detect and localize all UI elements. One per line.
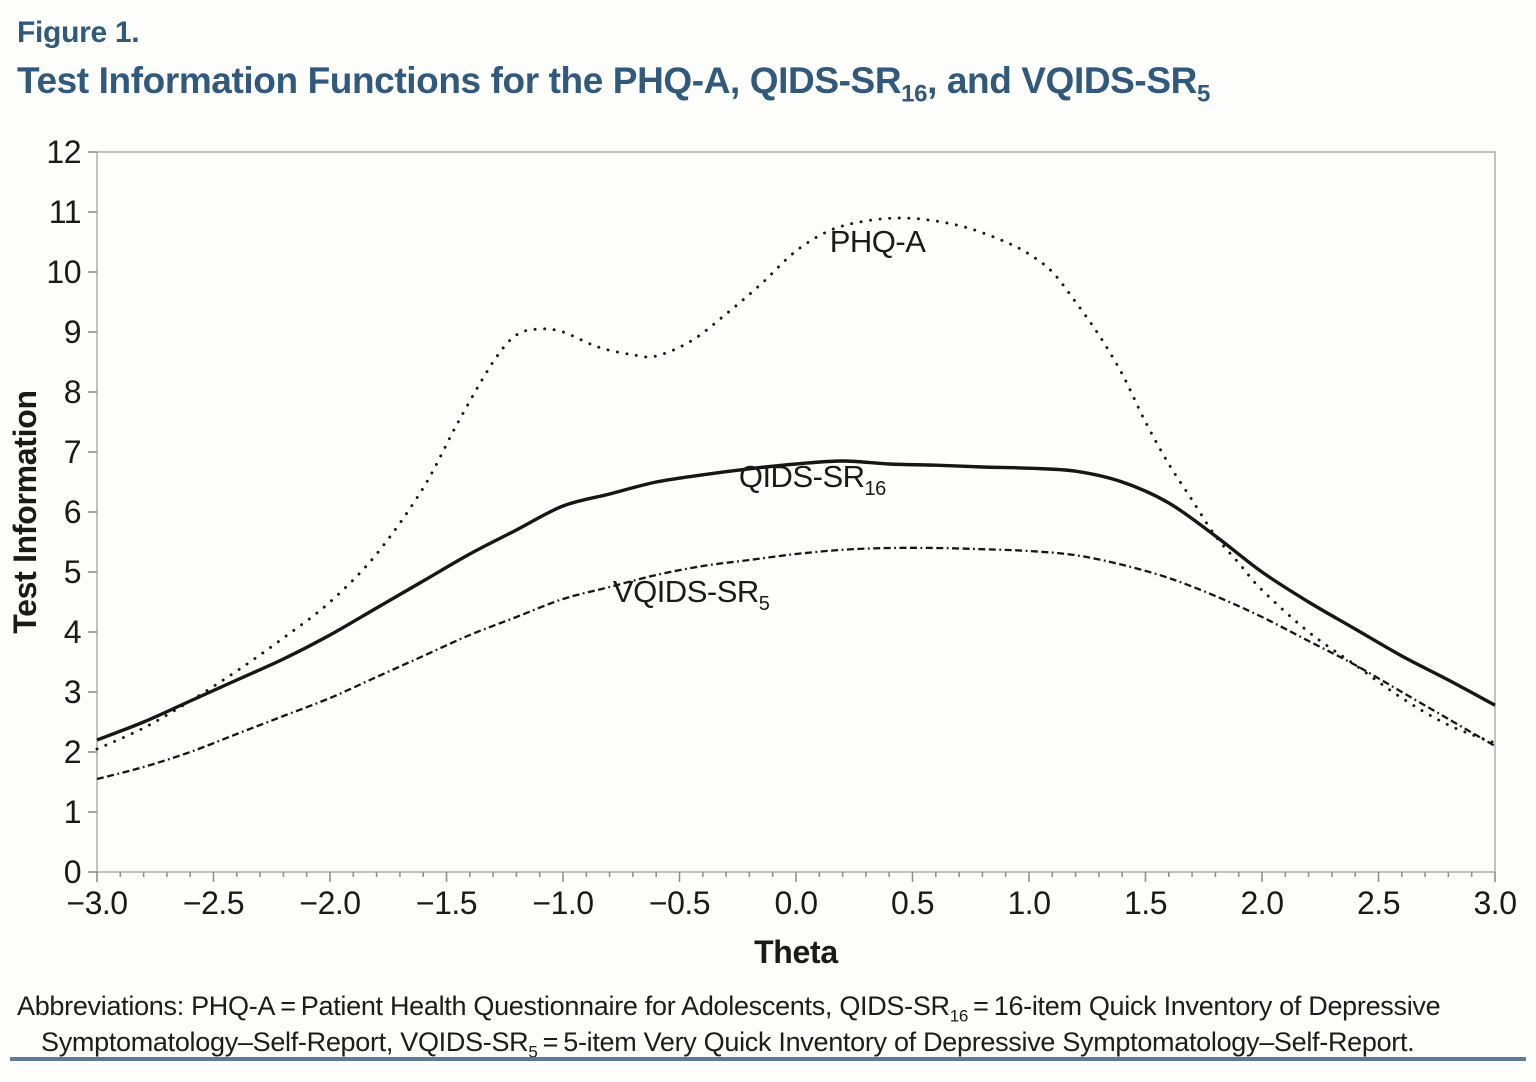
y-tick-label: 6 (64, 494, 81, 530)
abbreviations-line-1: Abbreviations: PHQ-A = Patient Health Qu… (17, 991, 1441, 1026)
subscript: 5 (528, 1042, 538, 1062)
curve-label-vqids-sr5: VQIDS-SR5 (613, 574, 770, 615)
figure-label: Figure 1. (17, 16, 140, 49)
figure-title: Test Information Functions for the PHQ-A… (17, 60, 1210, 108)
x-tick-label: 2.0 (1241, 885, 1284, 921)
y-tick-label: 9 (64, 314, 81, 350)
abbreviations-note: Abbreviations: PHQ-A = Patient Health Qu… (17, 988, 1522, 1060)
x-tick-label: −2.5 (183, 885, 244, 921)
y-tick-label: 0 (64, 854, 81, 890)
y-tick-label: 3 (64, 674, 81, 710)
x-tick-label: −2.0 (299, 885, 360, 921)
x-tick-label: −1.0 (532, 885, 593, 921)
bottom-divider (10, 1057, 1526, 1061)
series-curve-qids-sr16 (96, 459, 1496, 742)
curve-label-subscript: 16 (865, 478, 887, 500)
x-tick-label: −1.5 (416, 885, 477, 921)
x-tick-label: −3.0 (66, 885, 127, 921)
x-tick-label: 1.0 (1008, 885, 1051, 921)
subscript: 16 (901, 80, 928, 108)
y-tick-label: 10 (46, 254, 81, 290)
series-curve-vqids-sr5 (96, 546, 1496, 781)
subscript: 16 (949, 1006, 969, 1026)
plot-frame (96, 151, 1496, 873)
x-tick-label: 0.5 (891, 885, 934, 921)
y-tick-label: 7 (64, 434, 81, 470)
y-tick-label: 2 (64, 734, 81, 770)
x-tick-label: −0.5 (649, 885, 710, 921)
y-tick-label: 12 (46, 134, 81, 170)
x-tick-label: 2.5 (1357, 885, 1400, 921)
x-tick-label: 0.0 (775, 885, 818, 921)
x-tick-label: 3.0 (1474, 885, 1517, 921)
y-axis-title: Test Information (7, 390, 43, 634)
subscript: 5 (1196, 80, 1210, 108)
y-tick-label: 5 (64, 554, 81, 590)
y-tick-label: 4 (64, 614, 81, 650)
y-tick-label: 11 (49, 194, 81, 230)
curve-label-qids-sr16: QIDS-SR16 (739, 459, 886, 500)
figure-header: Figure 1. Test Information Functions for… (17, 16, 1517, 108)
abbreviations-line-2: Symptomatology–Self-Report, VQIDS-SR5 = … (41, 1027, 1415, 1062)
curve-label-subscript: 5 (759, 593, 770, 615)
y-tick-label: 8 (64, 374, 81, 410)
curve-label-phq-a: PHQ-A (830, 224, 927, 259)
x-tick-label: 1.5 (1124, 885, 1167, 921)
x-axis-title: Theta (754, 934, 838, 970)
y-tick-label: 1 (64, 794, 81, 830)
